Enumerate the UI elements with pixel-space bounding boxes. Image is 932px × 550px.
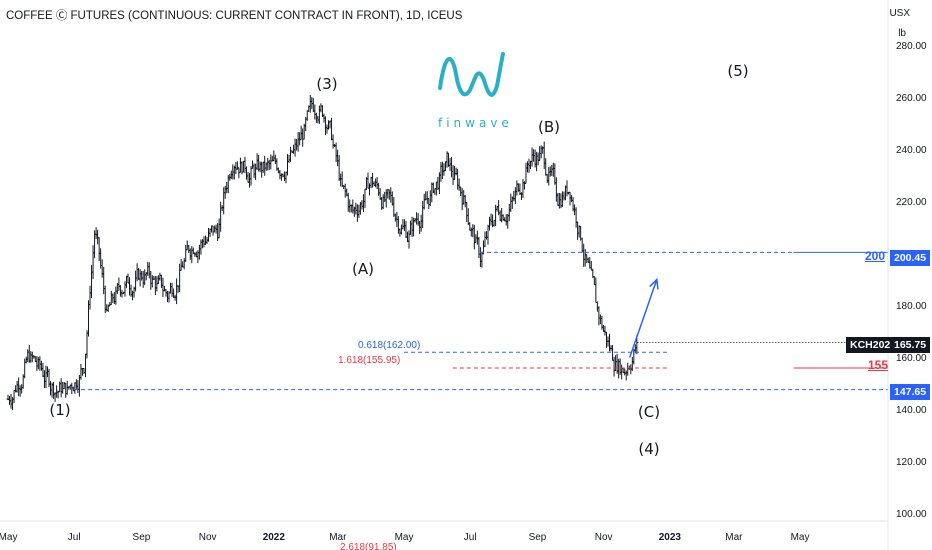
finwave-logo-text: finwave <box>438 116 513 130</box>
wave-label-1: (1) <box>49 401 71 419</box>
x-tick-label: May <box>395 532 414 543</box>
fib-1618-label: 1.618(155.95) <box>338 355 401 366</box>
x-tick-label: Sep <box>529 532 547 543</box>
wave-label-3: (3) <box>316 75 338 93</box>
x-tick-label: Jul <box>464 532 477 543</box>
y-tick-label: 240.00 <box>896 145 927 156</box>
level-200-label: 200 <box>865 249 886 263</box>
x-tick-label: Mar <box>329 532 347 543</box>
wave-label-c: (C) <box>637 403 661 421</box>
x-tick-label: 2022 <box>263 532 286 543</box>
symbol-tag: KCH2023 <box>846 337 901 353</box>
finwave-wave-icon <box>438 52 505 97</box>
price-axis[interactable]: 280.00260.00240.00220.00200.00180.00160.… <box>896 41 927 520</box>
last-price-tag: 165.75 <box>890 337 931 353</box>
horizontal-levels <box>74 251 888 391</box>
x-tick-label: Nov <box>199 532 217 543</box>
level-147-price-tag: 147.65 <box>890 384 931 400</box>
y-tick-label: 140.00 <box>896 405 927 416</box>
x-tick-label: Nov <box>595 532 613 543</box>
level-200-price-tag: 200.45 <box>890 250 931 266</box>
wave-label-4: (4) <box>638 440 660 458</box>
fib-2618-label: 2.618(91.85) <box>340 542 397 550</box>
x-tick-label: May <box>0 532 17 543</box>
annotations <box>628 277 659 358</box>
level-155-label: 155 <box>868 358 889 372</box>
y-tick-label: 220.00 <box>896 197 927 208</box>
wave-label-b: (B) <box>538 118 560 136</box>
x-tick-label: Sep <box>133 532 151 543</box>
y-tick-label: 120.00 <box>896 457 927 468</box>
fib-0618-label: 0.618(162.00) <box>358 340 421 351</box>
projection-arrow-head <box>649 277 659 290</box>
candlestick-series <box>6 95 639 411</box>
x-tick-label: Jul <box>68 532 81 543</box>
y-tick-label: 100.00 <box>896 509 927 520</box>
price-unit-line1: USX <box>889 8 910 19</box>
x-tick-label: 2023 <box>659 532 682 543</box>
y-tick-label: 260.00 <box>896 93 927 104</box>
y-tick-label: 160.00 <box>896 353 927 364</box>
time-axis[interactable]: May Jul Sep Nov 2022 Mar May Jul Sep Nov 2023 Mar Ma… <box>0 532 810 543</box>
chart-title: COFFEE Ⓒ FUTURES (CONTINUOUS: CURRENT CO… <box>6 10 463 22</box>
x-tick-label: May <box>791 532 810 543</box>
wave-label-5: (5) <box>727 62 749 80</box>
wave-label-a: (A) <box>352 260 374 278</box>
x-tick-label: Mar <box>725 532 743 543</box>
projection-arrow <box>628 279 658 358</box>
price-unit-line2: lb <box>898 28 906 39</box>
finwave-logo <box>438 52 505 97</box>
y-tick-label: 180.00 <box>896 301 927 312</box>
y-tick-label: 280.00 <box>896 41 927 52</box>
